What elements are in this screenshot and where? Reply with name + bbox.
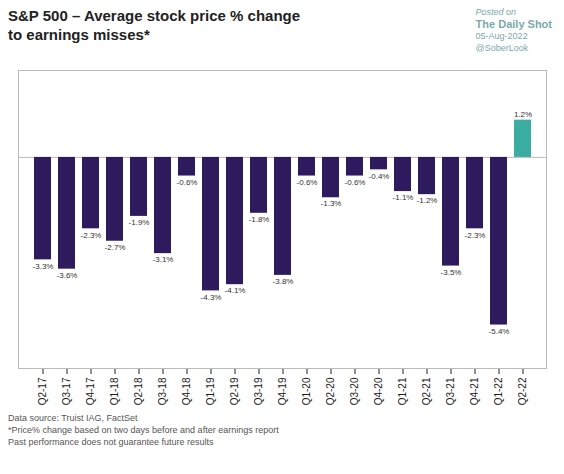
html-text:to earnings misses*: to earnings misses* (8, 26, 150, 43)
html-text:Past performance does not guar: Past performance does not guarantee futu… (8, 437, 214, 447)
svg-text:-3.8%: -3.8% (273, 277, 294, 286)
svg-text:Q4-20: Q4-20 (373, 377, 384, 405)
html-text:Posted on: Posted on (475, 7, 517, 17)
svg-text:-0.4%: -0.4% (369, 172, 390, 181)
svg-text:Q1-19: Q1-19 (205, 377, 216, 405)
svg-text:Q2-21: Q2-21 (421, 377, 432, 405)
svg-text:Q2-18: Q2-18 (133, 377, 144, 405)
svg-text:-0.6%: -0.6% (345, 178, 366, 187)
html-text:Data source: Truist IAG, FactS: Data source: Truist IAG, FactSet (8, 413, 138, 423)
svg-text:Q3-17: Q3-17 (61, 377, 72, 405)
svg-text:Q4-19: Q4-19 (277, 377, 288, 405)
html-text:S&P 500 – Average stock price: S&P 500 – Average stock price % change (8, 7, 301, 24)
html-text:*Price% change based on two da: *Price% change based on two days before … (8, 425, 279, 435)
svg-text:Q3-19: Q3-19 (253, 377, 264, 405)
svg-text:-0.6%: -0.6% (177, 178, 198, 187)
svg-text:-2.3%: -2.3% (465, 230, 486, 239)
svg-text:Q3-20: Q3-20 (349, 377, 360, 405)
html-text:05-Aug-2022: 05-Aug-2022 (475, 31, 528, 41)
svg-text:-1.9%: -1.9% (129, 218, 150, 227)
svg-text:Q2-22: Q2-22 (517, 377, 528, 405)
svg-text:-2.7%: -2.7% (105, 243, 126, 252)
svg-text:-1.8%: -1.8% (249, 215, 270, 224)
svg-text:Q3-21: Q3-21 (445, 377, 456, 405)
svg-text:Q2-17: Q2-17 (37, 377, 48, 405)
svg-text:-0.6%: -0.6% (297, 178, 318, 187)
svg-text:-1.3%: -1.3% (321, 199, 342, 208)
svg-text:-5.4%: -5.4% (489, 327, 510, 336)
svg-text:Q1-22: Q1-22 (493, 377, 504, 405)
svg-text:-4.1%: -4.1% (225, 286, 246, 295)
svg-text:-2.3%: -2.3% (81, 230, 102, 239)
svg-text:Q4-18: Q4-18 (181, 377, 192, 405)
svg-text:-4.3%: -4.3% (201, 293, 222, 302)
svg-text:Q1-20: Q1-20 (301, 377, 312, 405)
svg-text:Q2-20: Q2-20 (325, 377, 336, 405)
svg-text:Q1-21: Q1-21 (397, 377, 408, 405)
svg-text:Q1-18: Q1-18 (109, 377, 120, 405)
html-text:The Daily Shot: The Daily Shot (475, 18, 552, 30)
svg-text:-3.5%: -3.5% (441, 268, 462, 277)
svg-text:-3.6%: -3.6% (57, 271, 78, 280)
svg-text:Q2-19: Q2-19 (229, 377, 240, 405)
svg-text:1.2%: 1.2% (514, 110, 532, 119)
html-text:@SoberLook: @SoberLook (475, 43, 529, 53)
svg-text:Q4-17: Q4-17 (85, 377, 96, 405)
svg-text:-3.1%: -3.1% (153, 255, 174, 264)
svg-text:-1.1%: -1.1% (393, 193, 414, 202)
svg-text:-1.2%: -1.2% (417, 196, 438, 205)
svg-text:Q3-18: Q3-18 (157, 377, 168, 405)
svg-text:Q4-21: Q4-21 (469, 377, 480, 405)
svg-text:-3.3%: -3.3% (33, 262, 54, 271)
